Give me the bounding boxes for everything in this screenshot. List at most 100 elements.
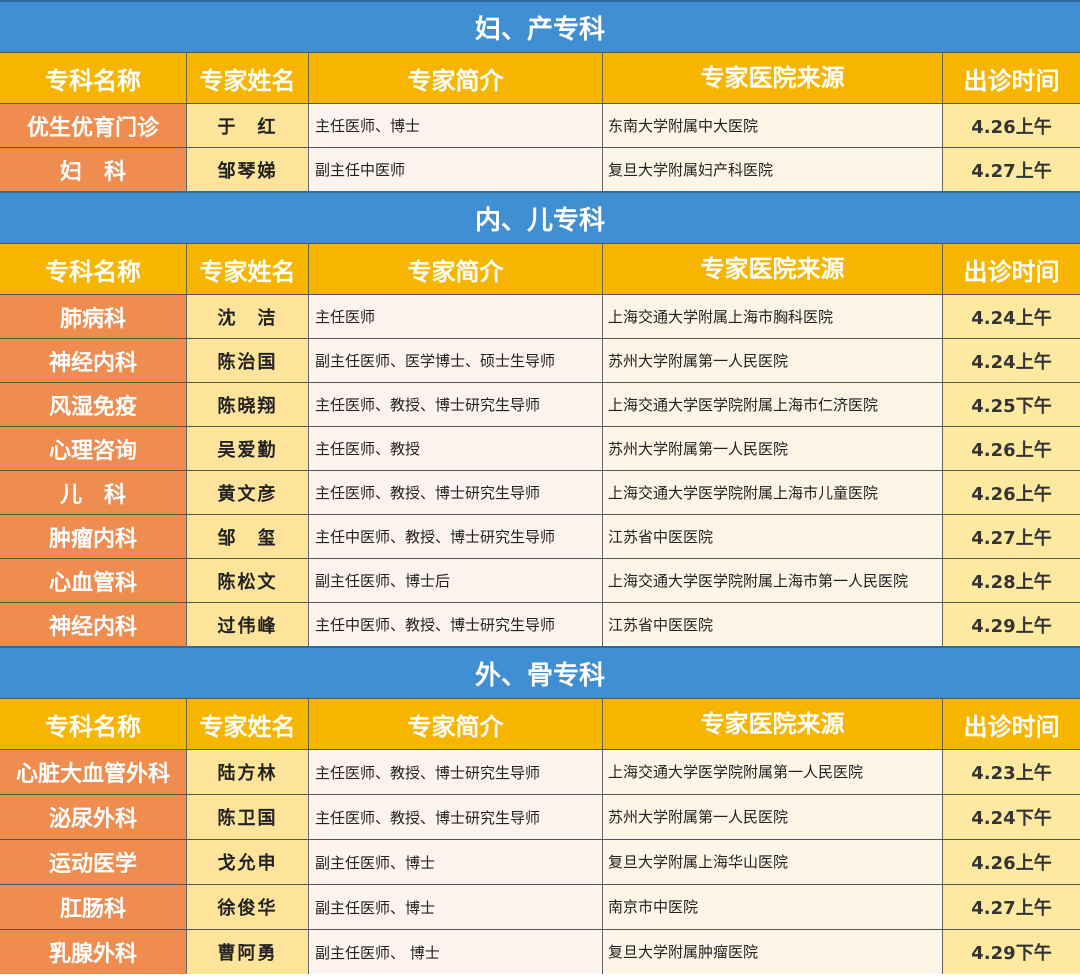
cell-expert-name: 陈松文: [186, 559, 308, 602]
header-expert-name: 专家姓名: [186, 244, 308, 294]
cell-expert-name: 吴爱勤: [186, 427, 308, 470]
cell-hospital: 上海交通大学附属上海市胸科医院: [602, 295, 942, 338]
header-hospital: 专家医院来源: [602, 699, 942, 749]
header-department: 专科名称: [45, 66, 141, 95]
table-row: 心血管科 陈松文 副主任医师、博士后 上海交通大学医学院附属上海市第一人民医院 4.28…: [0, 558, 1080, 602]
cell-hospital: 上海交通大学医学院附属上海市儿童医院: [602, 471, 942, 514]
cell-expert-name: 陆方林: [186, 750, 308, 794]
header-hospital: 专家医院来源: [602, 244, 942, 294]
cell-expert-name: 沈 洁: [186, 295, 308, 338]
cell-visit-time: 4.26上午: [942, 471, 1080, 514]
cell-visit-time: 4.24上午: [942, 295, 1080, 338]
table-row: 肺病科沈 洁主任医师 上海交通大学附属上海市胸科医院 4.24上午: [0, 294, 1080, 338]
table-row: 心脏大血管外科 陆方林 主任医师、教授、博士研究生导师 上海交通大学医学院附属第一人民…: [0, 749, 1080, 794]
cell-department: 风湿免疫: [0, 383, 186, 426]
cell-expert-intro: 副主任医师、医学博士、硕士生导师: [308, 339, 602, 382]
cell-expert-intro: 主任医师、教授、博士研究生导师: [308, 795, 602, 839]
cell-hospital: 江苏省中医医院: [602, 515, 942, 558]
cell-expert-intro: 主任医师、教授、博士研究生导师: [308, 383, 602, 426]
cell-expert-intro: 主任医师、教授、博士研究生导师: [308, 471, 602, 514]
header-expert-intro: 专家简介: [308, 244, 602, 294]
header-expert-intro: 专家简介: [308, 53, 602, 103]
cell-department: 妇 科: [0, 148, 186, 191]
cell-department: 肺病科: [0, 295, 186, 338]
cell-visit-time: 4.28上午: [942, 559, 1080, 602]
cell-expert-intro: 主任医师: [308, 295, 602, 338]
cell-hospital: 南京市中医院: [602, 885, 942, 929]
cell-hospital: 上海交通大学医学院附属上海市第一人民医院: [602, 559, 942, 602]
cell-expert-name: 曹阿勇: [186, 930, 308, 974]
cell-expert-intro: 副主任医师、博士后: [308, 559, 602, 602]
cell-expert-intro: 主任医师、教授、博士研究生导师: [308, 750, 602, 794]
section: 外、骨专科 专科名称 专家姓名 专家简介 专家医院来源 出诊时间 心脏大血管外科 陆方林 主任医…: [0, 646, 1080, 974]
cell-department: 神经内科: [0, 339, 186, 382]
cell-department: 儿 科: [0, 471, 186, 514]
cell-department: 运动医学: [0, 840, 186, 884]
cell-visit-time: 4.27上午: [942, 148, 1080, 191]
table-row: 儿 科黄文彦 主任医师、教授、博士研究生导师 上海交通大学医学院附属上海市儿童医院 4…: [0, 470, 1080, 514]
header-department: 专科名称: [45, 257, 141, 286]
cell-visit-time: 4.29上午: [942, 603, 1080, 646]
cell-department: 优生优育门诊: [0, 104, 186, 147]
table-row: 运动医学 戈允申 副主任医师、博士 复旦大学附属上海华山医院 4.26上午: [0, 839, 1080, 884]
section-title: 外、骨专科: [0, 646, 1080, 698]
cell-expert-name: 徐俊华: [186, 885, 308, 929]
cell-visit-time: 4.24下午: [942, 795, 1080, 839]
cell-department: 肛肠科: [0, 885, 186, 929]
cell-hospital: 江苏省中医医院: [602, 603, 942, 646]
cell-expert-intro: 主任中医师、教授、博士研究生导师: [308, 603, 602, 646]
cell-hospital: 苏州大学附属第一人民医院: [602, 795, 942, 839]
cell-expert-intro: 主任医师、教授: [308, 427, 602, 470]
cell-hospital: 复旦大学附属肿瘤医院: [602, 930, 942, 974]
section: 妇、产专科 专科名称 专家姓名 专家简介 专家医院来源 出诊时间 优生优育门诊于 红主任医师…: [0, 0, 1080, 191]
cell-expert-intro: 主任医师、博士: [308, 104, 602, 147]
cell-hospital: 东南大学附属中大医院: [602, 104, 942, 147]
section-title: 内、儿专科: [0, 191, 1080, 243]
cell-expert-name: 黄文彦: [186, 471, 308, 514]
cell-expert-name: 过伟峰: [186, 603, 308, 646]
cell-visit-time: 4.26上午: [942, 840, 1080, 884]
header-row: 专科名称 专家姓名 专家简介 专家医院来源 出诊时间: [0, 52, 1080, 103]
cell-visit-time: 4.25下午: [942, 383, 1080, 426]
table-row: 心理咨询 吴爱勤 主任医师、教授 苏州大学附属第一人民医院 4.26上午: [0, 426, 1080, 470]
cell-visit-time: 4.26上午: [942, 427, 1080, 470]
cell-expert-name: 陈晓翔: [186, 383, 308, 426]
cell-expert-intro: 副主任医师、博士: [308, 840, 602, 884]
header-department: 专科名称: [45, 712, 141, 741]
cell-expert-name: 陈卫国: [186, 795, 308, 839]
header-expert-intro: 专家简介: [308, 699, 602, 749]
cell-expert-name: 陈治国: [186, 339, 308, 382]
cell-expert-name: 戈允申: [186, 840, 308, 884]
cell-expert-name: 邹 玺: [186, 515, 308, 558]
cell-visit-time: 4.24上午: [942, 339, 1080, 382]
table-row: 神经内科 陈治国 副主任医师、医学博士、硕士生导师 苏州大学附属第一人民医院 4.24上…: [0, 338, 1080, 382]
table-row: 肛肠科 徐俊华 副主任医师、博士 南京市中医院 4.27上午: [0, 884, 1080, 929]
table-row: 肿瘤内科邹 玺主任中医师、教授、博士研究生导师 江苏省中医医院 4.27上午: [0, 514, 1080, 558]
cell-hospital: 苏州大学附属第一人民医院: [602, 339, 942, 382]
cell-expert-intro: 副主任中医师: [308, 148, 602, 191]
header-row: 专科名称 专家姓名 专家简介 专家医院来源 出诊时间: [0, 698, 1080, 749]
cell-hospital: 上海交通大学医学院附属第一人民医院: [602, 750, 942, 794]
table-row: 神经内科 过伟峰 主任中医师、教授、博士研究生导师 江苏省中医医院 4.29上午: [0, 602, 1080, 646]
cell-department: 心脏大血管外科: [0, 750, 186, 794]
cell-expert-intro: 主任中医师、教授、博士研究生导师: [308, 515, 602, 558]
header-visit-time: 出诊时间: [942, 244, 1080, 294]
table-row: 乳腺外科 曹阿勇 副主任医师、 博士 复旦大学附属肿瘤医院 4.29下午: [0, 929, 1080, 974]
cell-expert-intro: 副主任医师、博士: [308, 885, 602, 929]
cell-visit-time: 4.29下午: [942, 930, 1080, 974]
cell-hospital: 复旦大学附属上海华山医院: [602, 840, 942, 884]
cell-expert-name: 于 红: [186, 104, 308, 147]
cell-visit-time: 4.27上午: [942, 885, 1080, 929]
cell-department: 乳腺外科: [0, 930, 186, 974]
table-row: 妇 科邹琴娣 副主任中医师 复旦大学附属妇产科医院 4.27上午: [0, 147, 1080, 191]
header-visit-time: 出诊时间: [942, 53, 1080, 103]
cell-visit-time: 4.23上午: [942, 750, 1080, 794]
cell-department: 心血管科: [0, 559, 186, 602]
cell-department: 心理咨询: [0, 427, 186, 470]
header-row: 专科名称 专家姓名 专家简介 专家医院来源 出诊时间: [0, 243, 1080, 294]
cell-department: 肿瘤内科: [0, 515, 186, 558]
section: 内、儿专科 专科名称 专家姓名 专家简介 专家医院来源 出诊时间 肺病科沈 洁主任医师 上海交…: [0, 191, 1080, 646]
cell-hospital: 复旦大学附属妇产科医院: [602, 148, 942, 191]
table-row: 优生优育门诊于 红主任医师、博士 东南大学附属中大医院 4.26上午: [0, 103, 1080, 147]
